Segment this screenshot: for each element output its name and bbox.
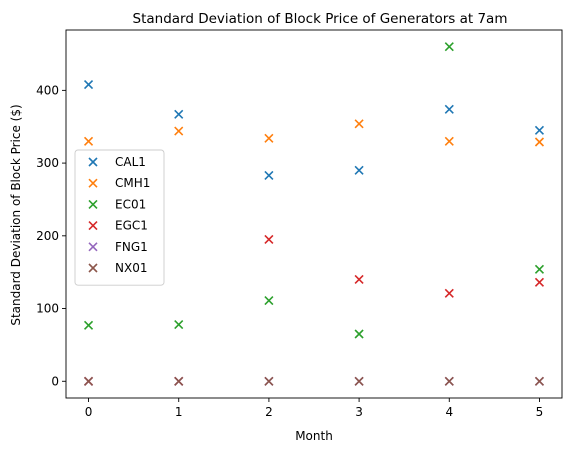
data-point-nx01-0 <box>83 376 94 386</box>
legend-marker-nx01 <box>88 263 98 273</box>
data-point-ec01-1 <box>174 319 184 330</box>
legend-marker-egc1 <box>88 221 98 231</box>
y-tick-label-0: 0 <box>51 374 59 388</box>
legend: CAL1 CMH1 EC01 EGC1 FNG1 NX01 <box>74 149 165 286</box>
legend-entry-cal1: CAL1 <box>88 155 146 169</box>
legend-box <box>74 149 165 286</box>
data-points <box>83 42 545 386</box>
legend-label-nx01: NX01 <box>115 261 147 275</box>
data-point-cal1-4 <box>444 104 454 114</box>
data-point-ec01-4 <box>444 42 454 52</box>
data-point-cmh1-3 <box>354 119 364 129</box>
legend-marker-cal1 <box>88 157 98 167</box>
data-point-egc1-5 <box>534 277 545 287</box>
data-point-nx01-3 <box>354 376 364 386</box>
x-tick-label-5: 5 <box>536 405 544 419</box>
x-tick-label-0: 0 <box>85 405 93 419</box>
x-tick-label-3: 3 <box>355 405 363 419</box>
data-point-ec01-0 <box>83 320 94 330</box>
x-tick-label-2: 2 <box>265 405 273 419</box>
data-point-cal1-1 <box>174 109 184 119</box>
legend-label-fng1: FNG1 <box>115 240 148 254</box>
data-point-egc1-4 <box>444 288 454 298</box>
y-tick-label-300: 300 <box>36 156 59 170</box>
data-point-ec01-3 <box>354 329 364 339</box>
legend-entry-fng1: FNG1 <box>88 240 148 254</box>
chart-title: Standard Deviation of Block Price of Gen… <box>133 11 508 27</box>
legend-entry-ec01: EC01 <box>88 197 146 211</box>
y-axis-label: Standard Deviation of Block Price ($) <box>9 104 23 325</box>
data-point-nx01-2 <box>264 376 274 386</box>
legend-entry-nx01: NX01 <box>88 261 147 275</box>
legend-label-cmh1: CMH1 <box>115 176 150 190</box>
x-axis-label: Month <box>295 429 333 443</box>
data-point-cal1-3 <box>354 165 364 175</box>
x-tick-label-1: 1 <box>175 405 183 419</box>
data-point-ec01-5 <box>534 264 545 274</box>
data-point-cmh1-2 <box>264 133 274 143</box>
data-point-cal1-5 <box>534 125 545 135</box>
data-point-nx01-5 <box>534 376 545 386</box>
legend-label-cal1: CAL1 <box>115 155 146 169</box>
legend-label-egc1: EGC1 <box>115 219 148 233</box>
data-point-nx01-4 <box>444 376 454 386</box>
data-point-ec01-2 <box>264 295 274 306</box>
data-point-cmh1-5 <box>534 137 545 147</box>
y-tick-label-200: 200 <box>36 229 59 243</box>
data-point-nx01-1 <box>174 376 184 386</box>
data-point-cmh1-1 <box>174 126 184 136</box>
data-point-cal1-2 <box>264 170 274 181</box>
legend-label-ec01: EC01 <box>115 197 146 211</box>
legend-marker-fng1 <box>88 242 98 252</box>
data-point-cmh1-4 <box>444 136 454 146</box>
axes: 0 1 2 3 4 5 0 100 200 300 400 <box>36 29 563 419</box>
plot-frame <box>65 29 563 399</box>
y-tick-label-100: 100 <box>36 302 59 316</box>
legend-marker-cmh1 <box>88 178 98 188</box>
data-point-egc1-2 <box>264 234 274 245</box>
data-point-cmh1-0 <box>83 136 94 146</box>
legend-marker-ec01 <box>88 199 98 209</box>
legend-entry-cmh1: CMH1 <box>88 176 150 190</box>
legend-entry-egc1: EGC1 <box>88 219 148 233</box>
x-tick-label-4: 4 <box>445 405 453 419</box>
data-point-cal1-0 <box>83 79 94 90</box>
data-point-egc1-3 <box>354 274 364 285</box>
y-tick-label-400: 400 <box>36 83 59 97</box>
